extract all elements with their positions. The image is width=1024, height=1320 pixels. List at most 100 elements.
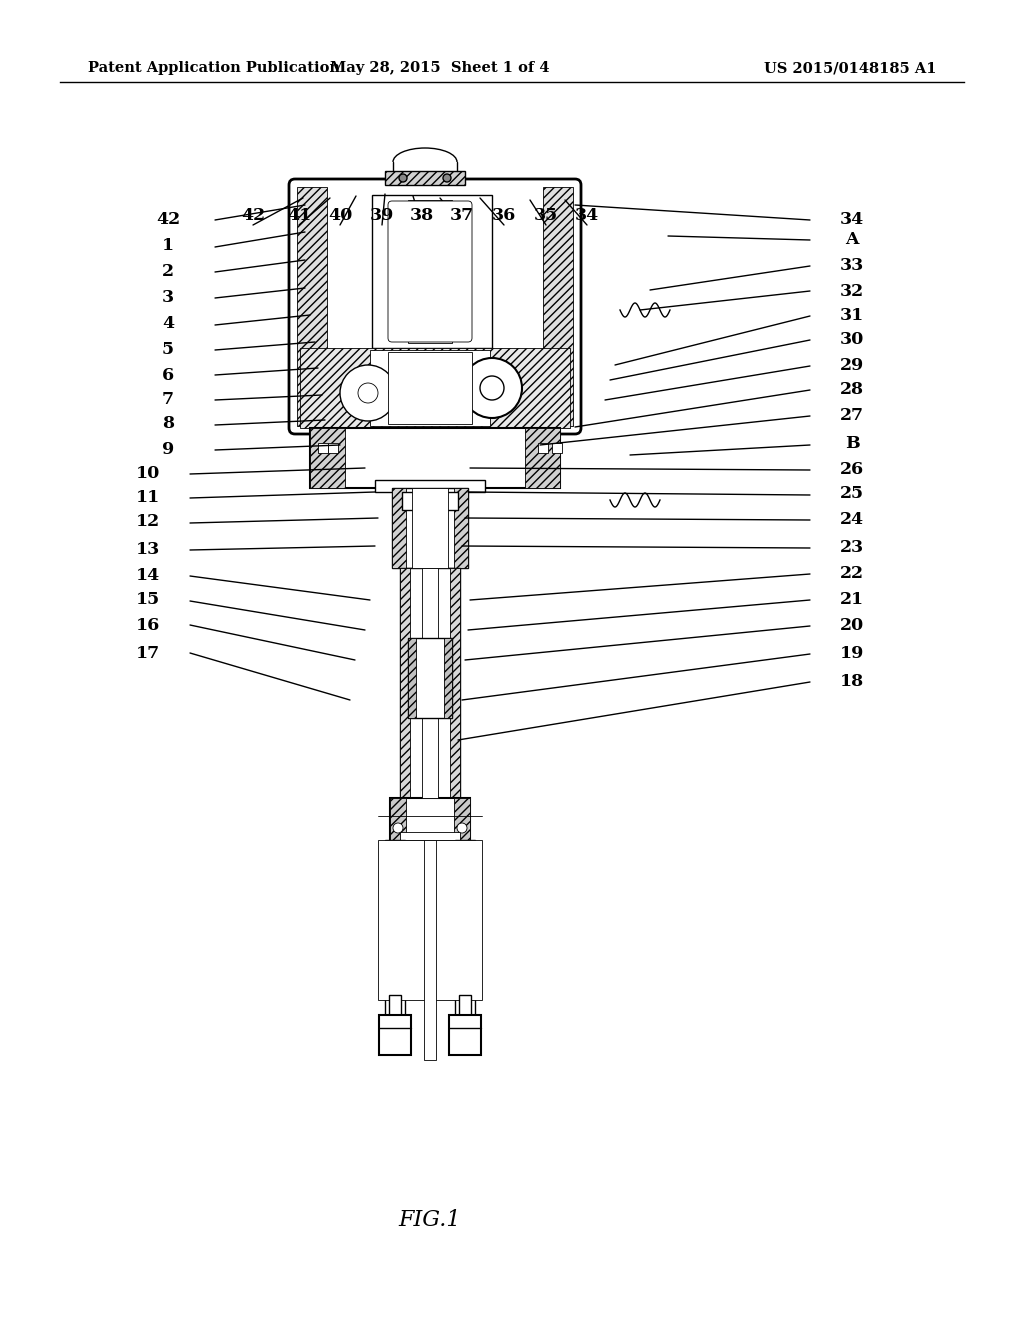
Bar [459,995,471,1015]
Text: 10: 10 [136,466,160,483]
Bar [454,799,470,840]
Text: 33: 33 [840,256,864,273]
Circle shape [462,358,522,418]
Bar [400,568,460,799]
Text: 27: 27 [840,407,864,424]
Text: 14: 14 [136,566,160,583]
Circle shape [480,376,504,400]
Bar [424,840,436,1060]
Text: 23: 23 [840,540,864,557]
Text: 40: 40 [328,206,352,223]
Bar [318,444,328,453]
Text: 29: 29 [840,356,864,374]
Bar [408,638,452,718]
Text: 42: 42 [241,206,265,223]
Bar [455,840,475,1030]
Bar [400,568,410,799]
Text: 26: 26 [840,461,864,478]
Bar [300,348,570,428]
Bar [310,428,560,488]
Text: 9: 9 [162,441,174,458]
Text: 11: 11 [136,490,160,507]
Text: 36: 36 [492,206,516,223]
Text: 22: 22 [840,565,864,582]
FancyBboxPatch shape [388,201,472,342]
Bar [390,404,408,422]
Text: 32: 32 [840,282,864,300]
Bar [372,195,492,348]
Circle shape [358,383,378,403]
Text: 28: 28 [840,381,864,399]
Text: 17: 17 [136,644,160,661]
Bar [388,352,472,424]
Text: A: A [845,231,859,248]
Text: FIG.1: FIG.1 [398,1209,461,1232]
Bar [412,488,449,568]
Bar [379,1015,411,1055]
Bar [310,428,345,488]
Bar [452,354,470,372]
Text: 12: 12 [136,513,160,531]
Text: 34: 34 [840,211,864,228]
Text: 42: 42 [156,211,180,228]
Text: 25: 25 [840,486,864,503]
Bar [444,638,452,718]
Circle shape [399,174,407,182]
Bar [422,568,438,799]
Bar [408,201,452,343]
Bar [297,187,327,426]
Bar [452,404,470,422]
Bar [378,840,482,1001]
Text: 5: 5 [162,342,174,359]
Text: 24: 24 [840,511,864,528]
Text: 3: 3 [162,289,174,306]
Text: 35: 35 [534,206,558,223]
Bar [375,480,485,492]
Circle shape [340,366,396,421]
Text: 19: 19 [840,644,864,661]
Circle shape [393,822,403,833]
FancyBboxPatch shape [289,180,581,434]
Bar [408,638,416,718]
Text: 41: 41 [287,206,311,223]
Text: 21: 21 [840,590,864,607]
Text: 37: 37 [450,206,474,223]
Bar [385,840,406,1030]
Text: 39: 39 [370,206,394,223]
Text: 4: 4 [162,315,174,333]
Text: 18: 18 [840,672,864,689]
Bar [392,488,468,568]
Text: 15: 15 [136,591,160,609]
Text: US 2015/0148185 A1: US 2015/0148185 A1 [764,61,936,75]
Text: 16: 16 [136,618,160,635]
Text: 20: 20 [840,616,864,634]
Text: 31: 31 [840,306,864,323]
Bar [389,995,401,1015]
Bar [454,488,468,568]
Bar [392,488,406,568]
Bar [390,799,470,840]
Bar [450,568,460,799]
Text: 38: 38 [410,206,434,223]
Bar [538,444,548,453]
Bar [525,428,560,488]
Bar [552,444,562,453]
Bar [385,172,465,185]
Bar [328,444,338,453]
Bar [390,354,408,372]
Circle shape [457,822,467,833]
Bar [370,350,490,426]
Text: 8: 8 [162,416,174,433]
Text: Patent Application Publication: Patent Application Publication [88,61,340,75]
Text: 6: 6 [162,367,174,384]
Text: 13: 13 [136,541,160,558]
Bar [390,799,406,840]
Text: 34: 34 [574,206,599,223]
Text: 1: 1 [162,238,174,255]
Text: B: B [845,436,859,453]
Bar [402,492,458,510]
Bar [543,187,573,426]
Text: 30: 30 [840,331,864,348]
Bar [400,832,460,840]
Circle shape [443,174,451,182]
